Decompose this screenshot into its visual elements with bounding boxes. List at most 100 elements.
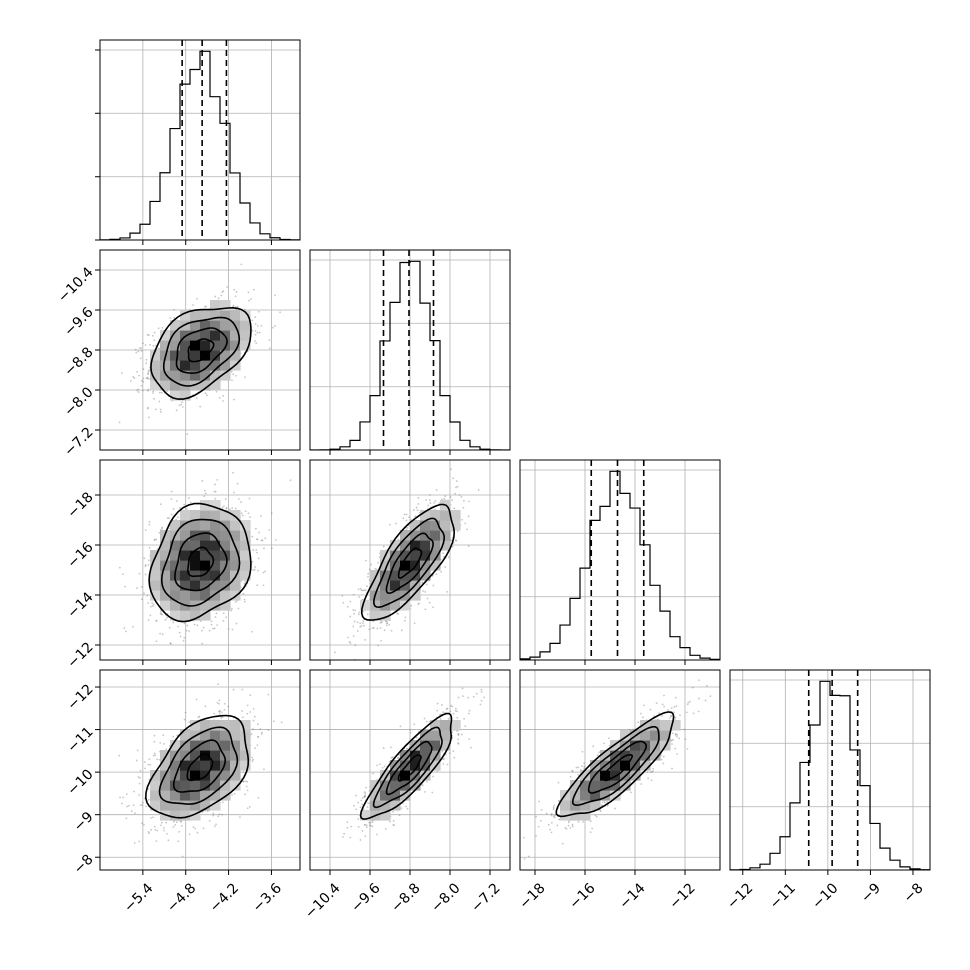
- scatter-point: [150, 817, 153, 819]
- scatter-point: [405, 513, 408, 516]
- scatter-point: [230, 609, 233, 612]
- density-cell: [440, 730, 451, 741]
- density-cell: [200, 600, 211, 611]
- scatter-point: [667, 709, 669, 711]
- scatter-point: [264, 537, 267, 540]
- scatter-point: [137, 388, 139, 391]
- scatter-point: [353, 804, 355, 807]
- scatter-point: [462, 506, 465, 509]
- y-tick-label: −9: [71, 809, 97, 835]
- density-cell: [180, 370, 191, 381]
- contour-level-4: [150, 306, 252, 400]
- scatter-point: [457, 738, 460, 741]
- scatter-point: [147, 787, 150, 790]
- density-cell: [240, 550, 251, 561]
- scatter-point: [440, 570, 443, 573]
- scatter-point: [686, 747, 689, 750]
- scatter-point: [388, 623, 391, 626]
- scatter-point: [258, 331, 261, 334]
- density-cell: [180, 520, 191, 531]
- scatter-point: [157, 327, 160, 330]
- scatter-point: [256, 584, 259, 587]
- density-cell: [230, 560, 241, 571]
- scatter-point: [663, 694, 665, 697]
- scatter-point: [458, 494, 461, 496]
- scatter-point: [252, 708, 255, 710]
- density-cell: [430, 560, 441, 571]
- scatter-point: [480, 688, 483, 691]
- scatter-point: [218, 710, 221, 713]
- scatter-point: [384, 620, 387, 623]
- scatter-point: [254, 566, 257, 568]
- x-tick-label: −12: [724, 880, 756, 912]
- scatter-point: [674, 696, 677, 699]
- scatter-point: [553, 816, 556, 819]
- scatter-point: [206, 394, 208, 397]
- scatter-point: [393, 824, 396, 827]
- histogram-panel-4: −12 −11 −10 −9 −8: [724, 669, 931, 913]
- density-cell: [630, 750, 641, 761]
- density-cell: [200, 800, 211, 811]
- scatter-point: [204, 705, 207, 708]
- scatter-point: [456, 716, 459, 719]
- density-cell: [240, 720, 251, 731]
- scatter-point: [671, 732, 674, 735]
- scatter-panel-3-1: −12 −14 −16 −18: [64, 459, 301, 672]
- density-cell: [150, 560, 161, 571]
- scatter-point: [271, 326, 274, 329]
- scatter-point: [258, 531, 260, 534]
- scatter-point: [146, 594, 149, 597]
- density-cell: [380, 610, 391, 621]
- scatter-point: [425, 499, 428, 501]
- scatter-point: [697, 697, 700, 700]
- scatter-point: [455, 480, 458, 482]
- contour-level-2: [175, 327, 228, 375]
- scatter-point: [222, 612, 225, 615]
- density-cell: [160, 750, 171, 761]
- scatter-point: [257, 735, 260, 738]
- scatter-point: [153, 734, 156, 737]
- scatter-point: [152, 392, 155, 394]
- scatter-point: [673, 705, 676, 708]
- scatter-point: [426, 597, 429, 600]
- density-cell: [210, 540, 221, 551]
- density-cell: [190, 750, 201, 761]
- density-cell: [420, 540, 431, 551]
- scatter-point: [571, 823, 574, 826]
- density-cell: [450, 720, 461, 731]
- scatter-point: [683, 728, 686, 731]
- scatter-point: [143, 557, 146, 560]
- density-cell: [220, 510, 231, 521]
- scatter-point: [598, 758, 601, 761]
- density-cell: [190, 590, 201, 601]
- density-cell: [360, 600, 371, 611]
- density-cell: [410, 770, 421, 781]
- density-cell: [210, 770, 221, 781]
- scatter-point: [152, 390, 155, 393]
- density-cell: [200, 780, 211, 791]
- scatter-point: [181, 855, 184, 858]
- scatter-point: [352, 625, 355, 628]
- scatter-point: [591, 827, 594, 830]
- density-cell: [200, 770, 211, 781]
- scatter-point: [254, 333, 257, 336]
- scatter-point: [162, 743, 165, 745]
- scatter-point: [182, 639, 185, 642]
- density-cell: [380, 800, 391, 811]
- scatter-point: [594, 814, 597, 817]
- scatter-point: [223, 702, 226, 705]
- scatter-point: [214, 490, 217, 493]
- density-cell: [200, 520, 211, 531]
- scatter-point: [172, 621, 175, 624]
- scatter-point: [222, 400, 224, 402]
- scatter-point: [569, 775, 572, 778]
- scatter-point: [153, 740, 156, 743]
- scatter-point: [143, 761, 146, 764]
- density-cell: [220, 740, 231, 751]
- histogram-steps: [520, 470, 720, 660]
- scatter-point: [243, 582, 246, 585]
- density-cell: [200, 790, 211, 801]
- density-cell: [400, 540, 411, 551]
- scatter-point: [255, 549, 258, 551]
- scatter-point: [454, 709, 457, 712]
